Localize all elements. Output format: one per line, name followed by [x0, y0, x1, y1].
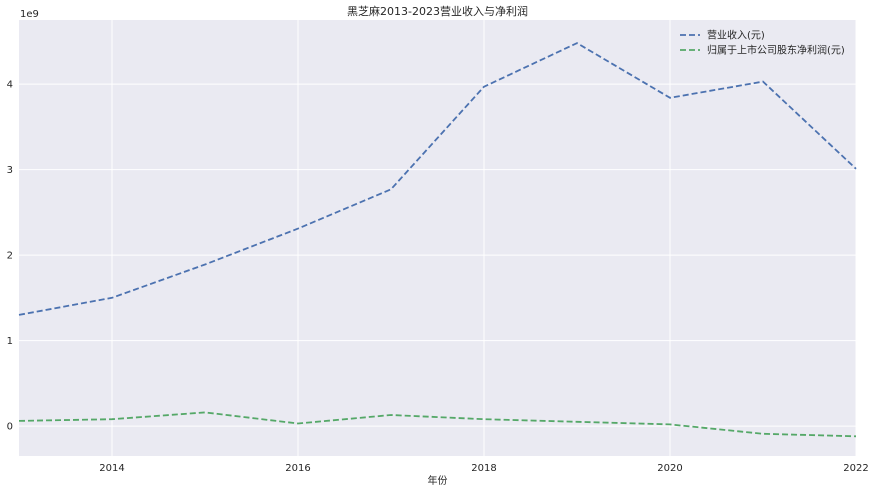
x-tick-label: 2014	[99, 463, 124, 474]
legend-label: 营业收入(元)	[707, 29, 765, 42]
y-axis-offset-label: 1e9	[20, 9, 39, 20]
y-tick-label: 3	[7, 165, 13, 176]
x-tick-label: 2018	[471, 463, 496, 474]
x-axis-label: 年份	[428, 474, 448, 487]
chart-title: 黑芝麻2013-2023营业收入与净利润	[347, 4, 528, 18]
y-tick-label: 0	[7, 422, 13, 433]
plot-area	[19, 20, 856, 456]
x-tick-label: 2022	[843, 463, 868, 474]
y-tick-label: 4	[7, 80, 13, 91]
x-tick-label: 2020	[657, 463, 682, 474]
x-tick-label: 2016	[285, 463, 310, 474]
y-tick-label: 2	[7, 251, 13, 262]
legend-label: 归属于上市公司股东净利润(元)	[707, 44, 845, 57]
y-tick-label: 1	[7, 336, 13, 347]
